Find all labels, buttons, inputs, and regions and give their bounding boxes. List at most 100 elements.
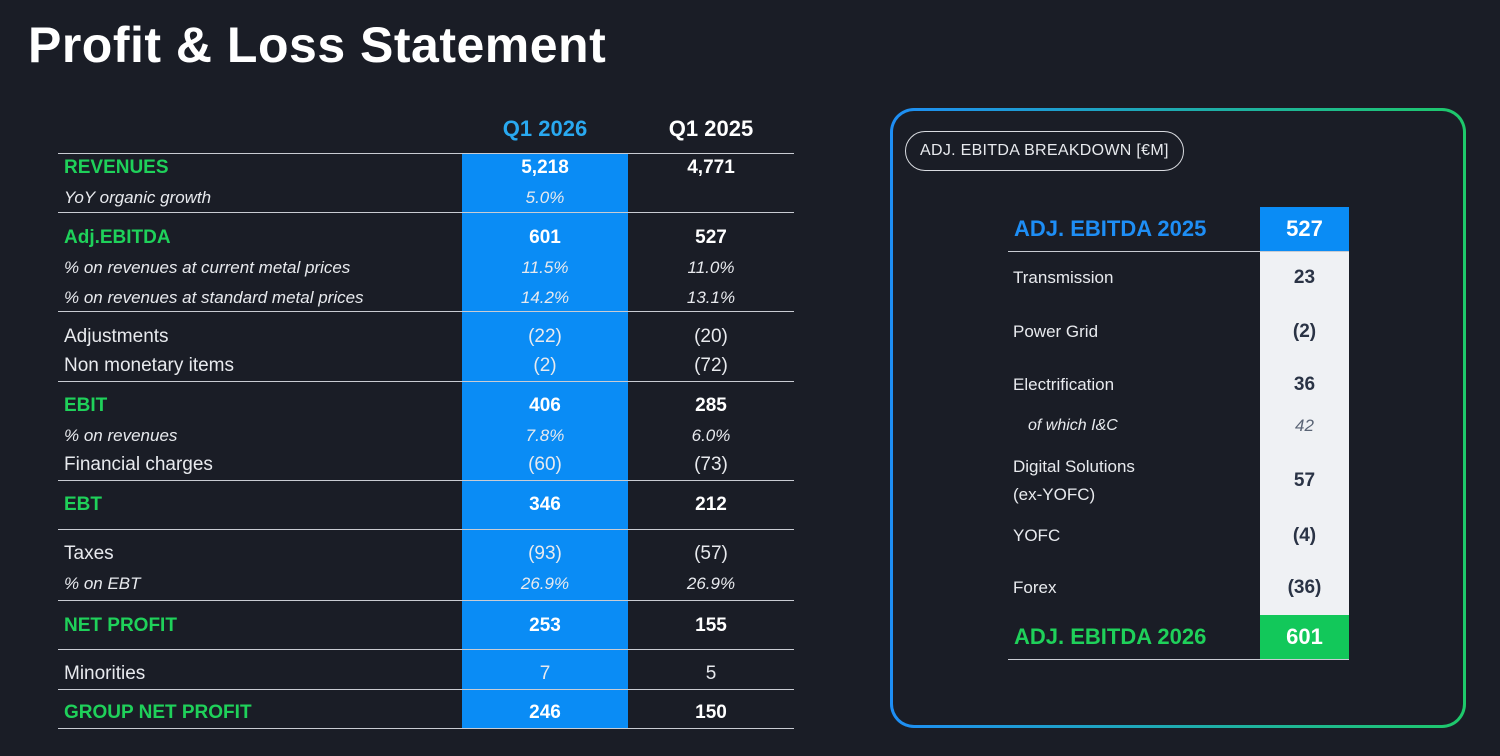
value-q1-2025: (20) bbox=[694, 326, 728, 347]
value-q1-2025: (72) bbox=[694, 355, 728, 376]
breakdown-value-column bbox=[1260, 251, 1349, 615]
bridge-label: YOFC bbox=[1013, 526, 1061, 545]
row-adjustments: Adjustments (22) (20) bbox=[58, 323, 794, 351]
divider bbox=[1008, 659, 1349, 660]
row-label: % on revenues bbox=[64, 426, 178, 445]
bridge-label: Forex bbox=[1013, 578, 1057, 597]
value-q1-2026: 5,218 bbox=[521, 157, 569, 178]
row-tax-rate: % on EBT 26.9% 26.9% bbox=[58, 570, 794, 598]
row-adj-ebitda: Adj.EBITDA 601 527 bbox=[58, 224, 794, 252]
value-q1-2026: 346 bbox=[529, 494, 561, 515]
bridge-value: 42 bbox=[1295, 416, 1314, 435]
bridge-start-label: ADJ. EBITDA 2025 bbox=[1014, 216, 1207, 241]
row-taxes: Taxes (93) (57) bbox=[58, 540, 794, 568]
row-ebit: EBIT 406 285 bbox=[58, 392, 794, 420]
value-q1-2026: 5.0% bbox=[525, 188, 565, 207]
row-label: NET PROFIT bbox=[64, 615, 177, 636]
row-label: Minorities bbox=[64, 663, 146, 684]
row-label: Adjustments bbox=[64, 326, 169, 347]
row-label: YoY organic growth bbox=[64, 188, 212, 207]
value-q1-2026: 253 bbox=[529, 615, 561, 636]
divider bbox=[58, 728, 794, 729]
row-label: % on revenues at standard metal prices bbox=[64, 288, 364, 307]
row-group-net-profit: GROUP NET PROFIT 246 150 bbox=[58, 699, 794, 727]
divider bbox=[58, 689, 794, 690]
divider bbox=[58, 212, 794, 213]
breakdown-badge: ADJ. EBITDA BREAKDOWN [€M] bbox=[905, 131, 1184, 171]
bridge-value: (2) bbox=[1292, 321, 1317, 342]
value-q1-2025: 6.0% bbox=[691, 426, 731, 445]
row-net-profit: NET PROFIT 253 155 bbox=[58, 612, 794, 640]
row-financial-charges: Financial charges (60) (73) bbox=[58, 451, 794, 479]
bridge-value: (36) bbox=[1287, 577, 1322, 598]
bridge-label-line2: (ex-YOFC) bbox=[1013, 485, 1096, 504]
value-q1-2025: 4,771 bbox=[687, 157, 735, 178]
bridge-value: 57 bbox=[1293, 470, 1316, 491]
value-q1-2025: 150 bbox=[695, 702, 727, 723]
bridge-label: of which I&C bbox=[1028, 417, 1118, 434]
divider bbox=[58, 529, 794, 530]
bridge-end-label: ADJ. EBITDA 2026 bbox=[1014, 624, 1207, 649]
value-q1-2026: (2) bbox=[533, 355, 557, 376]
row-margin-current-metal: % on revenues at current metal prices 11… bbox=[58, 254, 794, 282]
divider bbox=[1008, 251, 1349, 252]
bridge-value: 36 bbox=[1293, 374, 1316, 395]
bridge-value: 23 bbox=[1293, 267, 1316, 288]
row-yoy-organic-growth: YoY organic growth 5.0% bbox=[58, 184, 794, 212]
row-margin-standard-metal: % on revenues at standard metal prices 1… bbox=[58, 284, 794, 312]
divider bbox=[58, 600, 794, 601]
page-title: Profit & Loss Statement bbox=[28, 17, 607, 73]
row-minorities: Minorities 7 5 bbox=[58, 660, 794, 688]
row-label: EBIT bbox=[64, 395, 108, 416]
row-label: % on EBT bbox=[64, 574, 141, 593]
row-ebt: EBT 346 212 bbox=[58, 491, 794, 519]
bridge-end-value: 601 bbox=[1260, 615, 1349, 659]
row-label: Taxes bbox=[64, 543, 114, 564]
bridge-start-value: 527 bbox=[1260, 207, 1349, 251]
col-header-q1-2025: Q1 2025 bbox=[668, 116, 754, 141]
row-label: GROUP NET PROFIT bbox=[64, 702, 252, 723]
ebitda-bridge: ADJ. EBITDA 2025 527 Transmission 23 Pow… bbox=[1008, 207, 1349, 667]
value-q1-2026: 11.5% bbox=[521, 258, 569, 277]
bridge-label: Power Grid bbox=[1013, 322, 1099, 341]
bridge-label: Electrification bbox=[1013, 375, 1115, 394]
value-q1-2026: 14.2% bbox=[520, 288, 570, 307]
value-q1-2026: 246 bbox=[529, 702, 561, 723]
value-q1-2026: (22) bbox=[528, 326, 562, 347]
value-q1-2025: (73) bbox=[694, 454, 728, 475]
bridge-label: Digital Solutions bbox=[1013, 457, 1135, 476]
value-q1-2025: 527 bbox=[695, 227, 727, 248]
row-revenues: REVENUES 5,218 4,771 bbox=[58, 154, 794, 182]
row-label: Adj.EBITDA bbox=[64, 227, 171, 248]
pl-table: Q1 2026 Q1 2025 REVENUES 5,218 4,771 YoY… bbox=[58, 0, 794, 756]
bridge-end-row: ADJ. EBITDA 2026 601 bbox=[1008, 615, 1349, 659]
divider bbox=[58, 153, 794, 154]
bridge-start-row: ADJ. EBITDA 2025 527 bbox=[1008, 207, 1349, 251]
value-q1-2025: 26.9% bbox=[686, 574, 736, 593]
value-q1-2026: (93) bbox=[528, 543, 562, 564]
value-q1-2025: (57) bbox=[694, 543, 728, 564]
row-label: REVENUES bbox=[64, 157, 169, 178]
bridge-label: Transmission bbox=[1013, 268, 1114, 287]
row-label: EBT bbox=[64, 494, 102, 515]
value-q1-2026: 406 bbox=[529, 395, 561, 416]
divider bbox=[58, 311, 794, 312]
value-q1-2026: 26.9% bbox=[520, 574, 570, 593]
row-label: Financial charges bbox=[64, 454, 213, 475]
value-q1-2026: 601 bbox=[529, 227, 561, 248]
value-q1-2025: 11.0% bbox=[687, 258, 735, 277]
value-q1-2026: 7 bbox=[539, 663, 551, 684]
value-q1-2026: 7.8% bbox=[525, 426, 565, 445]
value-q1-2025: 13.1% bbox=[686, 288, 736, 307]
value-q1-2025: 5 bbox=[705, 663, 717, 684]
q1-2026-highlight-column bbox=[462, 154, 628, 728]
row-label: % on revenues at current metal prices bbox=[64, 258, 351, 277]
ebitda-breakdown-panel: ADJ. EBITDA BREAKDOWN [€M] ADJ. EBITDA 2… bbox=[890, 108, 1466, 728]
row-label: Non monetary items bbox=[64, 355, 235, 376]
divider bbox=[58, 381, 794, 382]
value-q1-2025: 285 bbox=[695, 395, 727, 416]
value-q1-2025: 155 bbox=[695, 615, 727, 636]
value-q1-2025: 212 bbox=[695, 494, 727, 515]
divider bbox=[58, 649, 794, 650]
col-header-q1-2026: Q1 2026 bbox=[502, 116, 588, 141]
